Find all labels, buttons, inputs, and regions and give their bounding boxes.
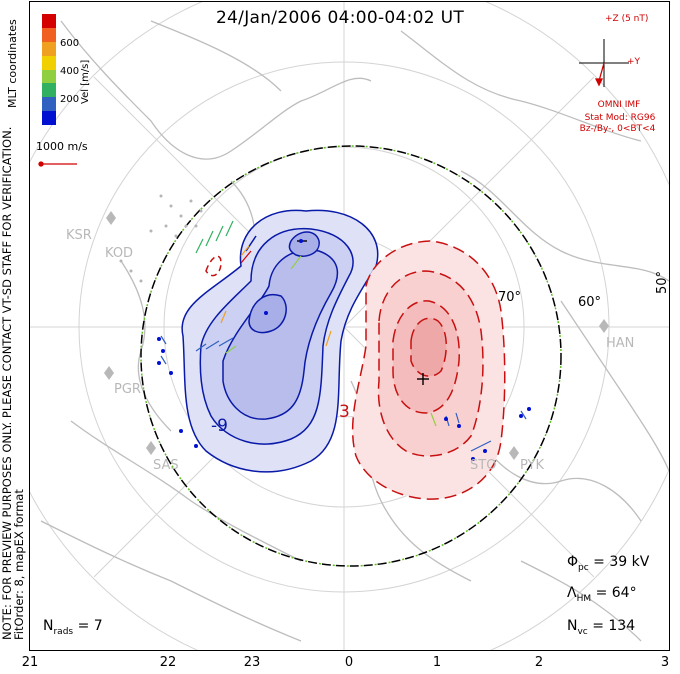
- negative-potential-cell: [181, 209, 379, 473]
- imf-vector-arrow: [594, 62, 605, 87]
- colorbar-swatch: [42, 97, 56, 112]
- contour-label-positive: 3: [339, 402, 350, 422]
- colorbar-swatch: [42, 41, 56, 56]
- map-frame: -9 3: [29, 1, 670, 651]
- site-label-kod: KOD: [105, 246, 134, 261]
- colorbar-tick: 200: [60, 94, 80, 105]
- hm-boundary-latitude: ΛHM = 64°: [567, 585, 637, 604]
- side-notes: NOTE: FOR PREVIEW PURPOSES ONLY. PLEASE …: [0, 127, 26, 640]
- site-label-han: HAN: [606, 336, 635, 351]
- colorbar-swatch: [42, 14, 56, 28]
- radar-site-markers: [104, 211, 609, 460]
- plot-title: 24/Jan/2006 04:00-04:02 UT: [215, 8, 465, 28]
- imf-z-label: +Z (5 nT): [605, 14, 649, 24]
- contour-label-negative: -9: [211, 416, 228, 436]
- site-label-pyk: PYK: [520, 458, 545, 473]
- mlt-label-0: 0: [344, 655, 354, 670]
- lat-label-50: 50°: [655, 270, 670, 294]
- vector-points: [157, 239, 531, 461]
- imf-condition: Bz-/By-, 0<BT<4: [579, 124, 656, 134]
- potential-max-marker: [417, 373, 429, 385]
- mlt-label-3: 3: [660, 655, 670, 670]
- colorbar-swatch: [42, 69, 56, 84]
- imf-y-label: +Y: [627, 57, 641, 67]
- scatter-grey-points: [119, 194, 203, 283]
- mlt-label-1: 1: [432, 655, 442, 670]
- mlt-label-22: 22: [159, 655, 177, 670]
- mlt-label-2: 2: [534, 655, 544, 670]
- site-label-pgr: PGR: [114, 382, 141, 397]
- site-label-sto: STO: [470, 458, 497, 473]
- colorbar-swatch: [42, 111, 56, 125]
- colorbar-label: Vel [m/s]: [80, 59, 91, 104]
- vector-scale-bar: [38, 161, 77, 167]
- lat-label-70: 70°: [498, 290, 522, 305]
- lat-label-60: 60°: [578, 295, 602, 310]
- colorbar-tick: 600: [60, 38, 80, 49]
- hm-boundary: [140, 145, 562, 567]
- velocity-vectors: [160, 220, 527, 452]
- radar-count: Nrads = 7: [43, 618, 103, 637]
- velocity-colorbar: [42, 14, 56, 125]
- site-label-ksr: KSR: [66, 228, 92, 243]
- colorbar-tick: 400: [60, 66, 80, 77]
- cross-polar-potential: Φpc = 39 kV: [567, 554, 650, 573]
- mlt-label-21: 21: [21, 655, 39, 670]
- fit-order-note: FitOrder: 8, mapEX format: [12, 489, 26, 640]
- imf-model: Stat Mod: RG96: [584, 113, 656, 123]
- site-label-sas: SAS: [153, 458, 179, 473]
- convection-map: -9 3: [30, 2, 669, 650]
- mlt-label-23: 23: [243, 655, 261, 670]
- colorbar-swatch: [42, 27, 56, 42]
- coord-label: MLT coordinates: [6, 19, 19, 108]
- vector-count: Nvc = 134: [567, 618, 636, 637]
- colorbar-swatch: [42, 83, 56, 98]
- vector-scale-label: 1000 m/s: [36, 140, 88, 153]
- positive-potential-cell: [205, 240, 506, 500]
- colorbar-swatch: [42, 55, 56, 70]
- imf-source: OMNI IMF: [597, 100, 641, 110]
